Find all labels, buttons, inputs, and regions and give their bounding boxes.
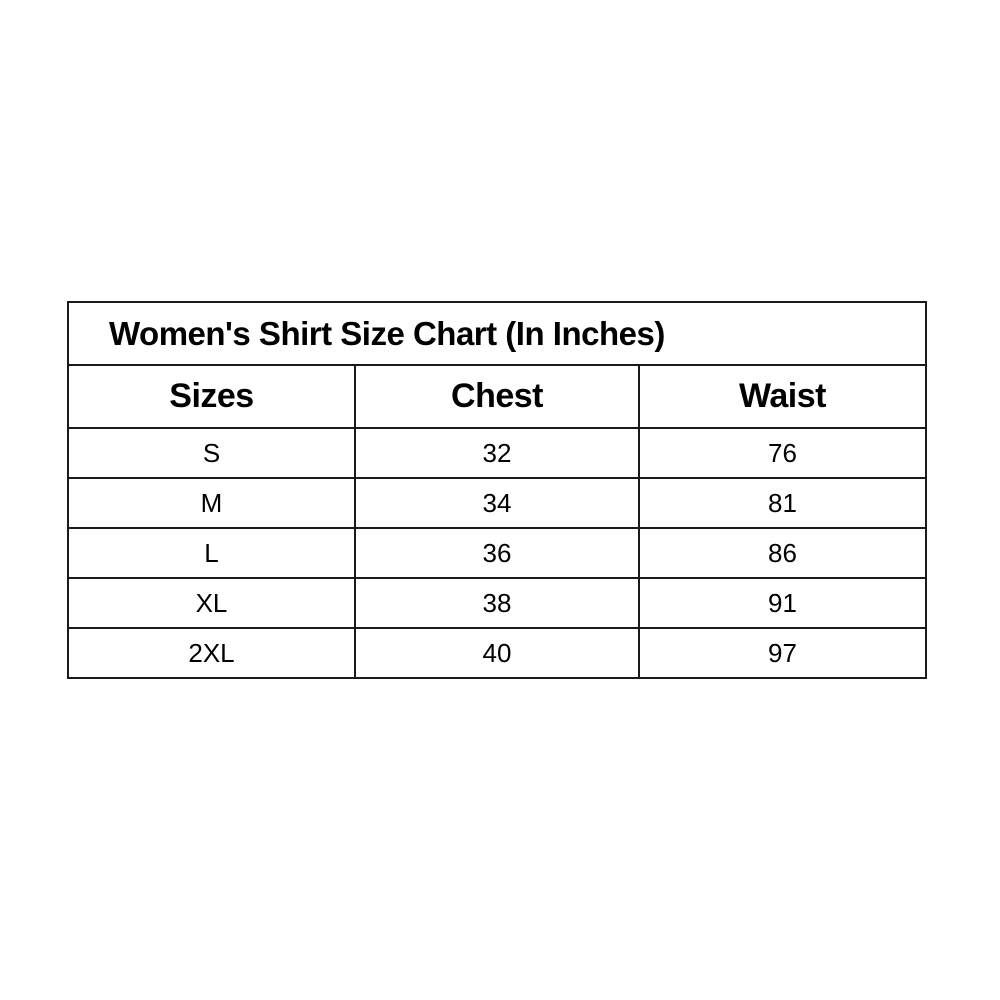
- size-cell: XL: [67, 577, 356, 629]
- table-row: M 34 81: [67, 477, 928, 529]
- header-row: Sizes Chest Waist: [67, 364, 928, 429]
- size-cell: L: [67, 527, 356, 579]
- chest-cell: 36: [354, 527, 640, 579]
- size-cell: S: [67, 427, 356, 479]
- table-row: 2XL 40 97: [67, 627, 928, 679]
- waist-cell: 81: [637, 477, 928, 529]
- size-cell: 2XL: [67, 627, 356, 679]
- chest-cell: 32: [354, 427, 640, 479]
- waist-cell: 76: [637, 427, 928, 479]
- table-row: S 32 76: [67, 427, 928, 479]
- table-body: S 32 76 M 34 81 L 36 86 XL 38 91 2XL 40 97: [67, 427, 928, 679]
- waist-cell: 91: [637, 577, 928, 629]
- table-row: L 36 86: [67, 527, 928, 579]
- table-row: XL 38 91: [67, 577, 928, 629]
- size-cell: M: [67, 477, 356, 529]
- column-header-waist: Waist: [637, 364, 928, 429]
- size-chart-table: Women's Shirt Size Chart (In Inches) Siz…: [66, 301, 928, 679]
- column-header-sizes: Sizes: [67, 364, 356, 429]
- title-row: Women's Shirt Size Chart (In Inches): [66, 301, 928, 366]
- column-header-chest: Chest: [354, 364, 640, 429]
- chest-cell: 34: [354, 477, 640, 529]
- waist-cell: 97: [637, 627, 928, 679]
- waist-cell: 86: [637, 527, 928, 579]
- chest-cell: 38: [354, 577, 640, 629]
- chest-cell: 40: [354, 627, 640, 679]
- table-title: Women's Shirt Size Chart (In Inches): [66, 301, 928, 366]
